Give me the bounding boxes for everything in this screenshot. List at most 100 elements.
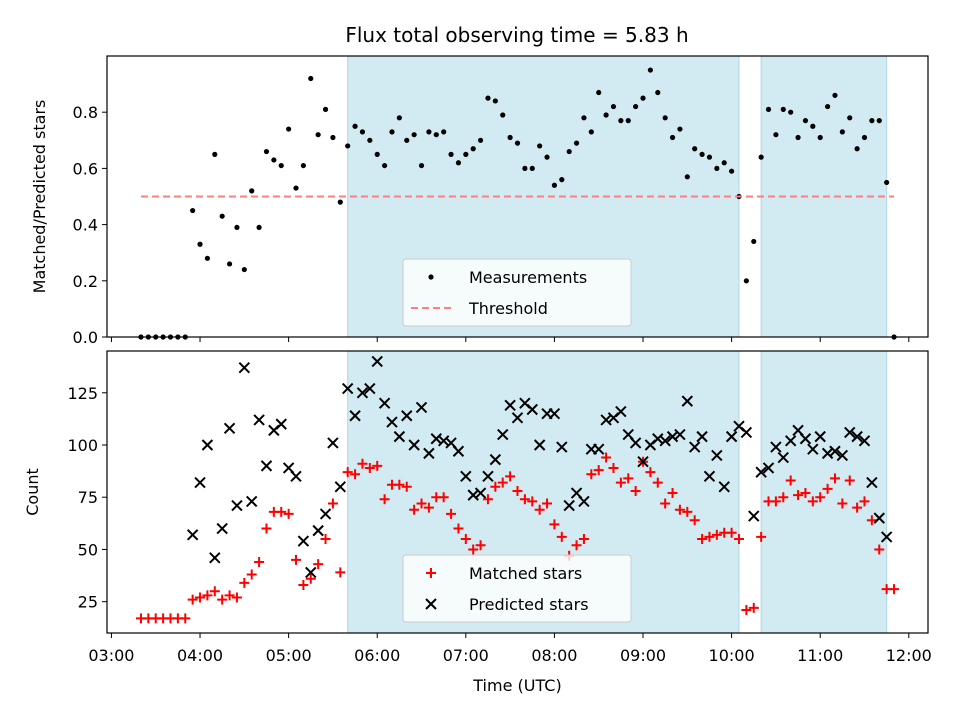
matched-star-point bbox=[556, 531, 567, 542]
matched-star-point bbox=[379, 494, 390, 505]
matched-star-point bbox=[497, 477, 508, 488]
predicted-star-point bbox=[696, 430, 708, 443]
matched-star-point bbox=[239, 577, 250, 588]
measurement-point bbox=[263, 148, 270, 155]
matched-star-point bbox=[770, 496, 781, 507]
measurement-point bbox=[758, 154, 764, 160]
measurement-point bbox=[404, 137, 410, 143]
measurement-point bbox=[684, 174, 690, 180]
matched-star-point bbox=[195, 592, 206, 603]
predicted-star-point bbox=[711, 449, 723, 462]
matched-star-point bbox=[512, 485, 523, 496]
measurement-point bbox=[359, 129, 366, 135]
measurement-point bbox=[514, 140, 521, 146]
measurement-point bbox=[832, 92, 838, 98]
matched-star-point bbox=[874, 544, 885, 555]
y-tick-label: 0.8 bbox=[73, 103, 98, 122]
predicted-star-point bbox=[452, 445, 465, 457]
matched-star-point bbox=[756, 531, 767, 542]
predicted-star-point bbox=[526, 403, 538, 416]
measurement-point bbox=[367, 137, 373, 143]
matched-star-point bbox=[726, 527, 737, 538]
legend-label: Measurements bbox=[469, 268, 587, 287]
predicted-star-point bbox=[401, 410, 413, 422]
matched-star-point bbox=[534, 504, 545, 515]
measurement-point bbox=[795, 134, 801, 141]
matched-star-point bbox=[593, 465, 604, 476]
predicted-star-point bbox=[216, 522, 228, 535]
matched-star-point bbox=[674, 504, 685, 515]
matched-star-point bbox=[682, 506, 693, 517]
matched-star-point bbox=[409, 504, 420, 515]
matched-star-point bbox=[394, 479, 405, 490]
matched-star-point bbox=[291, 554, 302, 565]
measurement-point bbox=[699, 151, 705, 157]
matched-star-point bbox=[652, 477, 663, 488]
measurement-point bbox=[271, 157, 277, 163]
x-tick-label: 11:00 bbox=[797, 646, 843, 665]
measurement-point bbox=[854, 146, 860, 152]
x-tick-label: 12:00 bbox=[886, 646, 932, 665]
measurement-point bbox=[537, 143, 543, 149]
measurement-point bbox=[507, 134, 513, 141]
legend-label: Threshold bbox=[468, 299, 548, 318]
bottom-panel: 25 50 75 100 125 03:00 04:00 05:00 06:00 07:00 08:… bbox=[23, 350, 932, 695]
matched-star-point bbox=[866, 515, 877, 526]
measurement-point bbox=[788, 109, 794, 115]
matched-star-point bbox=[357, 458, 368, 469]
measurement-point bbox=[655, 89, 661, 96]
legend-box bbox=[402, 554, 632, 623]
matched-star-point bbox=[209, 586, 220, 597]
predicted-star-point bbox=[829, 445, 841, 457]
legend-box bbox=[402, 258, 632, 327]
measurement-point bbox=[721, 160, 727, 166]
y-tick-label: 75 bbox=[78, 488, 98, 507]
predicted-star-point bbox=[807, 443, 819, 455]
y-tick-label: 0.2 bbox=[73, 272, 98, 291]
matched-star-point bbox=[549, 519, 560, 530]
y-tick-label: 50 bbox=[78, 540, 98, 559]
predicted-star-point bbox=[334, 481, 347, 493]
predicted-star-point bbox=[688, 441, 701, 453]
measurement-point bbox=[618, 118, 624, 124]
predicted-star-point bbox=[408, 439, 420, 451]
matched-star-point bbox=[778, 492, 789, 503]
y-tick-label: 25 bbox=[78, 593, 98, 612]
matched-star-point bbox=[667, 488, 678, 499]
chart-title: Flux total observing time = 5.83 h bbox=[345, 23, 688, 47]
top-axes-frame bbox=[106, 55, 929, 338]
top-panel: 0.0 0.2 0.4 0.6 0.8 Matched/Predicted stars Me… bbox=[30, 55, 929, 347]
measurement-point bbox=[647, 67, 653, 73]
x-tick-label: 07:00 bbox=[443, 646, 489, 665]
measurement-point bbox=[241, 266, 247, 273]
matched-star-point bbox=[615, 477, 626, 488]
matched-star-point bbox=[423, 502, 434, 513]
predicted-star-point bbox=[866, 476, 878, 489]
measurement-point bbox=[256, 224, 262, 231]
measurement-point bbox=[677, 126, 683, 132]
matched-star-point bbox=[217, 594, 228, 605]
measurement-point bbox=[802, 118, 809, 124]
matched-star-point bbox=[608, 462, 619, 473]
measurement-point bbox=[824, 103, 831, 110]
measurement-point bbox=[441, 129, 447, 135]
predicted-star-point bbox=[290, 470, 302, 483]
measurement-point bbox=[337, 199, 343, 205]
measurement-point bbox=[729, 168, 735, 174]
measurement-point bbox=[300, 162, 306, 169]
matched-star-point bbox=[519, 494, 530, 505]
matched-star-point bbox=[276, 506, 287, 517]
matched-star-point bbox=[793, 490, 804, 501]
predicted-star-point bbox=[858, 435, 871, 447]
matched-star-point bbox=[852, 502, 863, 513]
measurement-point bbox=[197, 241, 203, 247]
matched-star-point bbox=[202, 590, 213, 601]
measurement-point bbox=[204, 255, 211, 261]
matched-star-point bbox=[401, 481, 412, 492]
matched-star-point bbox=[645, 467, 656, 478]
measurement-point bbox=[492, 98, 498, 104]
matched-star-point bbox=[623, 473, 634, 484]
bottom-y-axis-label: Count bbox=[23, 468, 42, 516]
predicted-star-point bbox=[629, 437, 642, 449]
